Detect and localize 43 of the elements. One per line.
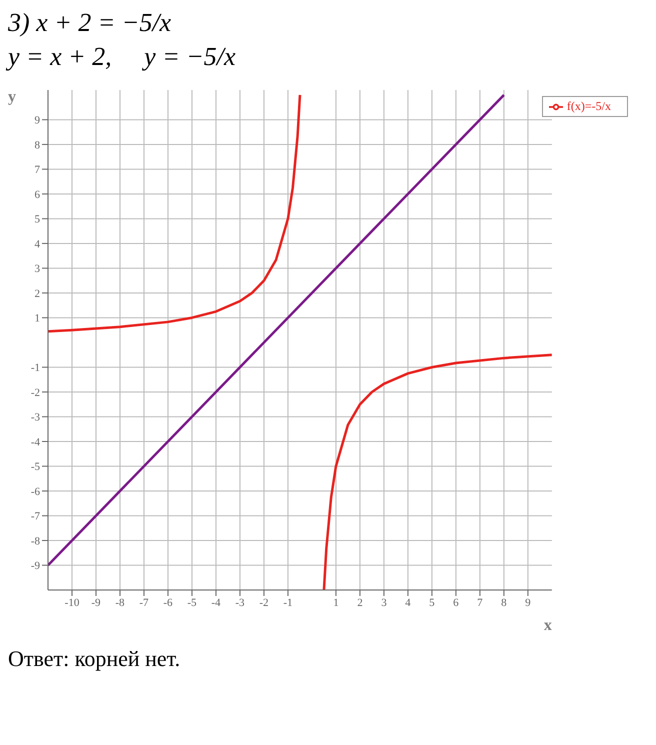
y-tick-label: 3 [34, 263, 40, 276]
y-tick-label: 6 [34, 188, 40, 201]
x-tick-label: 5 [429, 596, 436, 609]
x-tick-label: -10 [64, 596, 80, 609]
x-tick-label: 7 [477, 596, 484, 609]
y-tick-label: 1 [34, 312, 40, 325]
y-tick-label: -6 [30, 486, 40, 498]
x-tick-label: 1 [333, 596, 339, 609]
y-tick-label: 9 [34, 114, 40, 127]
y-axis-title: y [8, 88, 16, 106]
y-tick-label: -3 [30, 412, 40, 424]
y-tick-label: 7 [34, 164, 40, 176]
x-tick-label: 4 [405, 596, 412, 609]
y-tick-label: 8 [34, 139, 40, 152]
x-tick-label: 2 [357, 596, 363, 609]
y-tick-label: -5 [30, 461, 40, 474]
x-tick-label: -5 [187, 596, 198, 609]
x-tick-label: -8 [115, 596, 126, 609]
x-tick-label: 6 [453, 596, 460, 609]
x-tick-label: 8 [501, 596, 508, 609]
text: Ответ: корней нет. [8, 646, 182, 672]
chart-subtitle: y = x + 2, y = −5/x [8, 42, 237, 72]
chart-title: 3) x + 2 = −5/x [8, 8, 172, 38]
x-tick-label: 3 [381, 596, 388, 609]
x-tick-label: -3 [235, 596, 246, 609]
y-tick-label: 5 [34, 214, 40, 226]
x-tick-label: -9 [91, 596, 102, 609]
x-tick-label: -4 [211, 596, 222, 609]
x-tick-label: -2 [259, 596, 269, 609]
y-tick-label: -9 [30, 560, 40, 572]
x-tick-label: -1 [283, 596, 293, 609]
x-tick-label: -7 [139, 596, 150, 609]
x-tick-label: -6 [163, 596, 174, 609]
y-tick-label: -8 [30, 535, 40, 548]
y-tick-label: -2 [30, 386, 40, 399]
y-tick-label: -4 [30, 436, 40, 448]
y-tick-label: 4 [34, 238, 40, 250]
y-tick-label: -7 [30, 510, 40, 523]
legend-label: f(x)=-5/x [566, 99, 611, 113]
x-axis-title: x [544, 617, 552, 634]
x-tick-label: 9 [525, 596, 532, 609]
y-tick-label: 2 [34, 288, 40, 300]
y-tick-label: -1 [30, 362, 40, 374]
